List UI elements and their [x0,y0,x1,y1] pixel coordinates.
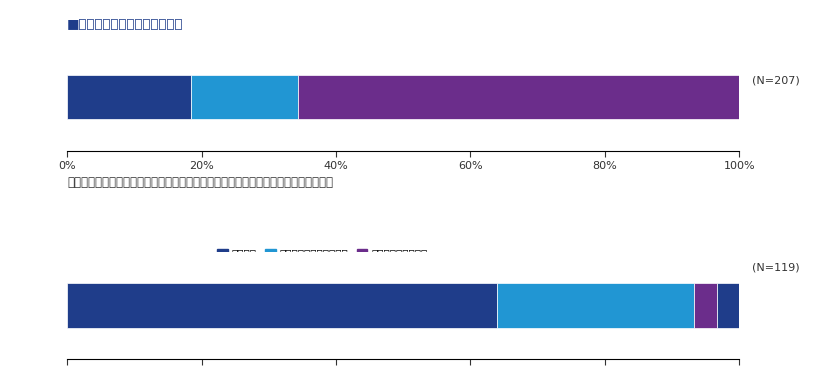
Text: (N=207): (N=207) [752,75,800,86]
Legend: ほぼ専従, 他の年金関連業務と兼務, 年金業務以外と兼務: ほぼ専従, 他の年金関連業務と兼務, 年金業務以外と兼務 [213,244,432,263]
Bar [67,283,496,328]
Bar [191,75,297,119]
Text: ■年金運用担当者の業務従事度: ■年金運用担当者の業務従事度 [67,18,184,31]
Text: （参考：「年金業務以外と兼務」と回答された方についての当該業務への従事割合）: （参考：「年金業務以外と兼務」と回答された方についての当該業務への従事割合） [67,176,333,189]
Bar [496,283,694,328]
Bar [717,283,740,328]
Text: (N=119): (N=119) [752,262,800,272]
Bar [297,75,739,119]
Bar [67,75,191,119]
Bar [694,283,717,328]
